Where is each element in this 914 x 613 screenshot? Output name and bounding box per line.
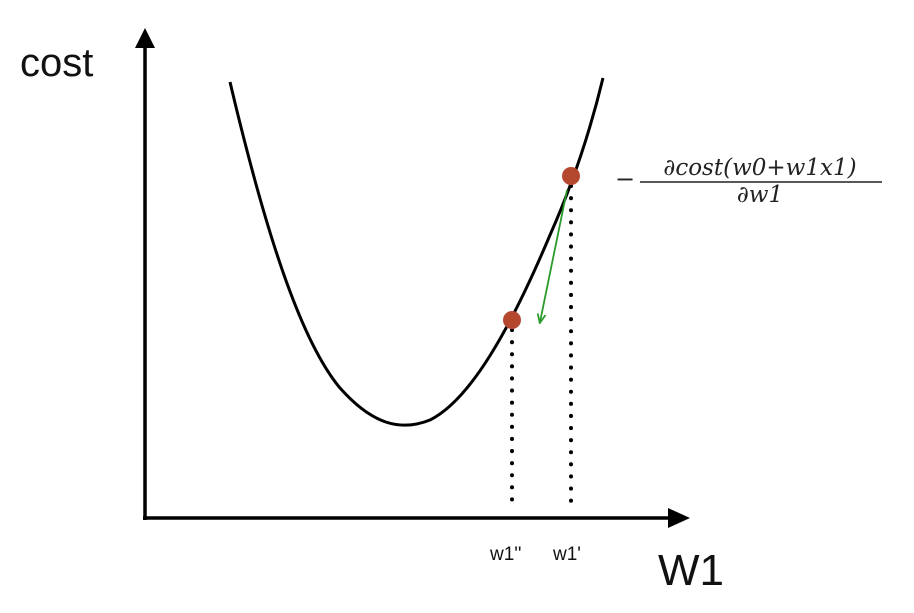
gradient-formula: − ∂cost(w0+w1x1) ∂w1	[615, 155, 882, 208]
gradient-step-arrow	[540, 189, 568, 322]
y-axis-arrowhead	[135, 28, 155, 48]
formula-sign: −	[615, 165, 635, 193]
tick-label-w1-old: w1'	[552, 544, 581, 565]
y-axis-label: cost	[20, 41, 93, 85]
cost-curve	[228, 77, 605, 427]
x-axis-label: W1	[658, 546, 724, 595]
point-w1-old	[562, 167, 580, 185]
formula-denominator: ∂w1	[737, 182, 783, 208]
x-axis-arrowhead	[668, 508, 690, 528]
formula-numerator: ∂cost(w0+w1x1)	[663, 155, 856, 181]
point-w1-new	[503, 311, 521, 329]
tick-label-w1-new: w1''	[489, 544, 522, 565]
